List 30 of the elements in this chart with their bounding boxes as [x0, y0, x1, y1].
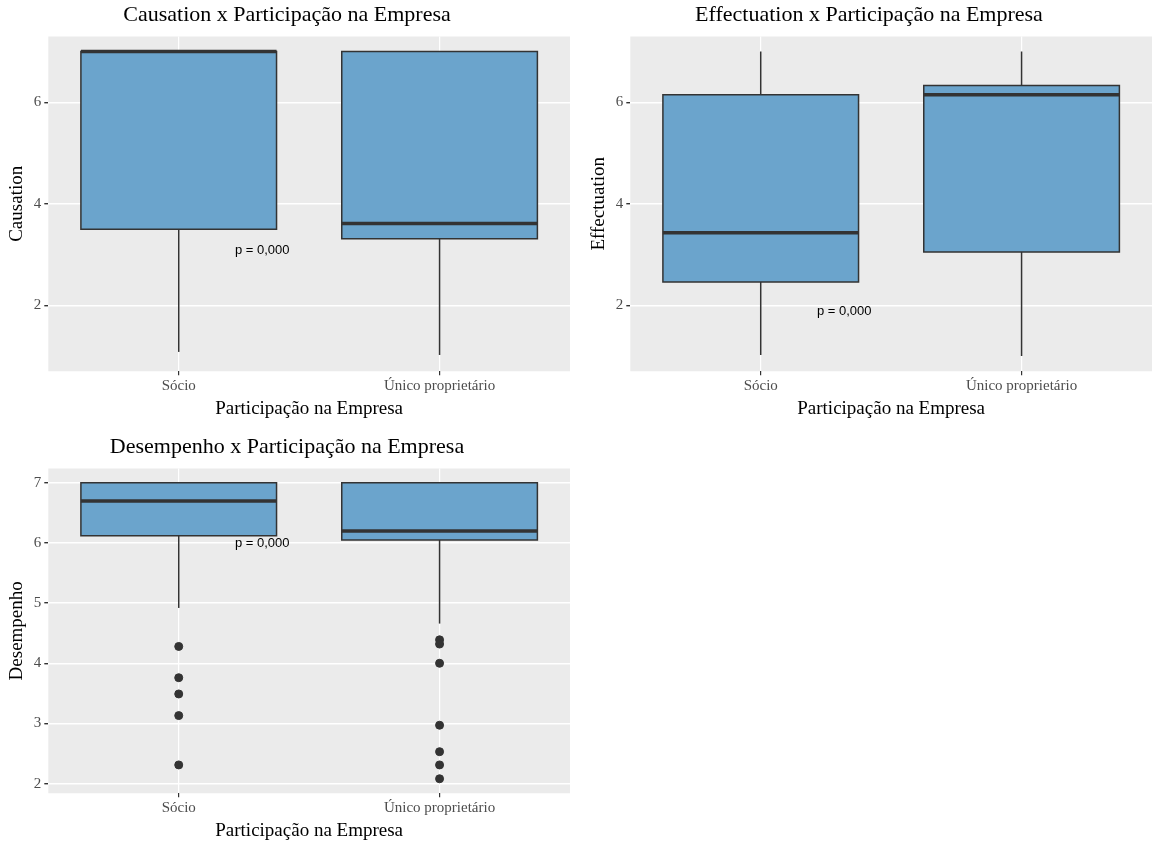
- x-axis-title: Participação na Empresa: [215, 818, 404, 840]
- y-tick-label: 2: [615, 296, 624, 313]
- y-tick-label: 2: [33, 296, 42, 313]
- x-tick-label: Único proprietário: [383, 799, 496, 816]
- y-axis-title: Effectuation: [587, 156, 609, 251]
- y-tick-label: 4: [33, 194, 42, 211]
- y-tick-label: 2: [33, 774, 42, 791]
- chart-title: Causation x Participação na Empresa: [123, 0, 451, 26]
- annotation: p = 0,000: [234, 242, 290, 258]
- x-tick-label: Sócio: [161, 799, 196, 816]
- x-axis-title: Participação na Empresa: [215, 396, 404, 418]
- x-tick-label: Sócio: [743, 377, 778, 394]
- x-tick-label: Único proprietário: [383, 377, 496, 394]
- y-tick-label: 6: [33, 533, 42, 550]
- y-tick-label: 4: [33, 654, 42, 671]
- y-tick-label: 4: [615, 194, 624, 211]
- x-tick-label: Único proprietário: [965, 377, 1078, 394]
- x-axis-title: Participação na Empresa: [797, 396, 986, 418]
- annotation: p = 0,000: [234, 534, 290, 550]
- y-tick-label: 6: [615, 93, 624, 110]
- annotation: p = 0,000: [816, 302, 872, 318]
- y-tick-label: 3: [33, 714, 42, 731]
- y-tick-label: 7: [33, 473, 42, 490]
- y-axis-title: Causation: [5, 165, 27, 242]
- chart-title: Effectuation x Participação na Empresa: [695, 0, 1044, 26]
- chart-title: Desempenho x Participação na Empresa: [109, 432, 465, 458]
- y-tick-label: 6: [33, 93, 42, 110]
- y-tick-label: 5: [33, 594, 42, 611]
- y-axis-title: Desempenho: [5, 581, 27, 681]
- x-tick-label: Sócio: [161, 377, 196, 394]
